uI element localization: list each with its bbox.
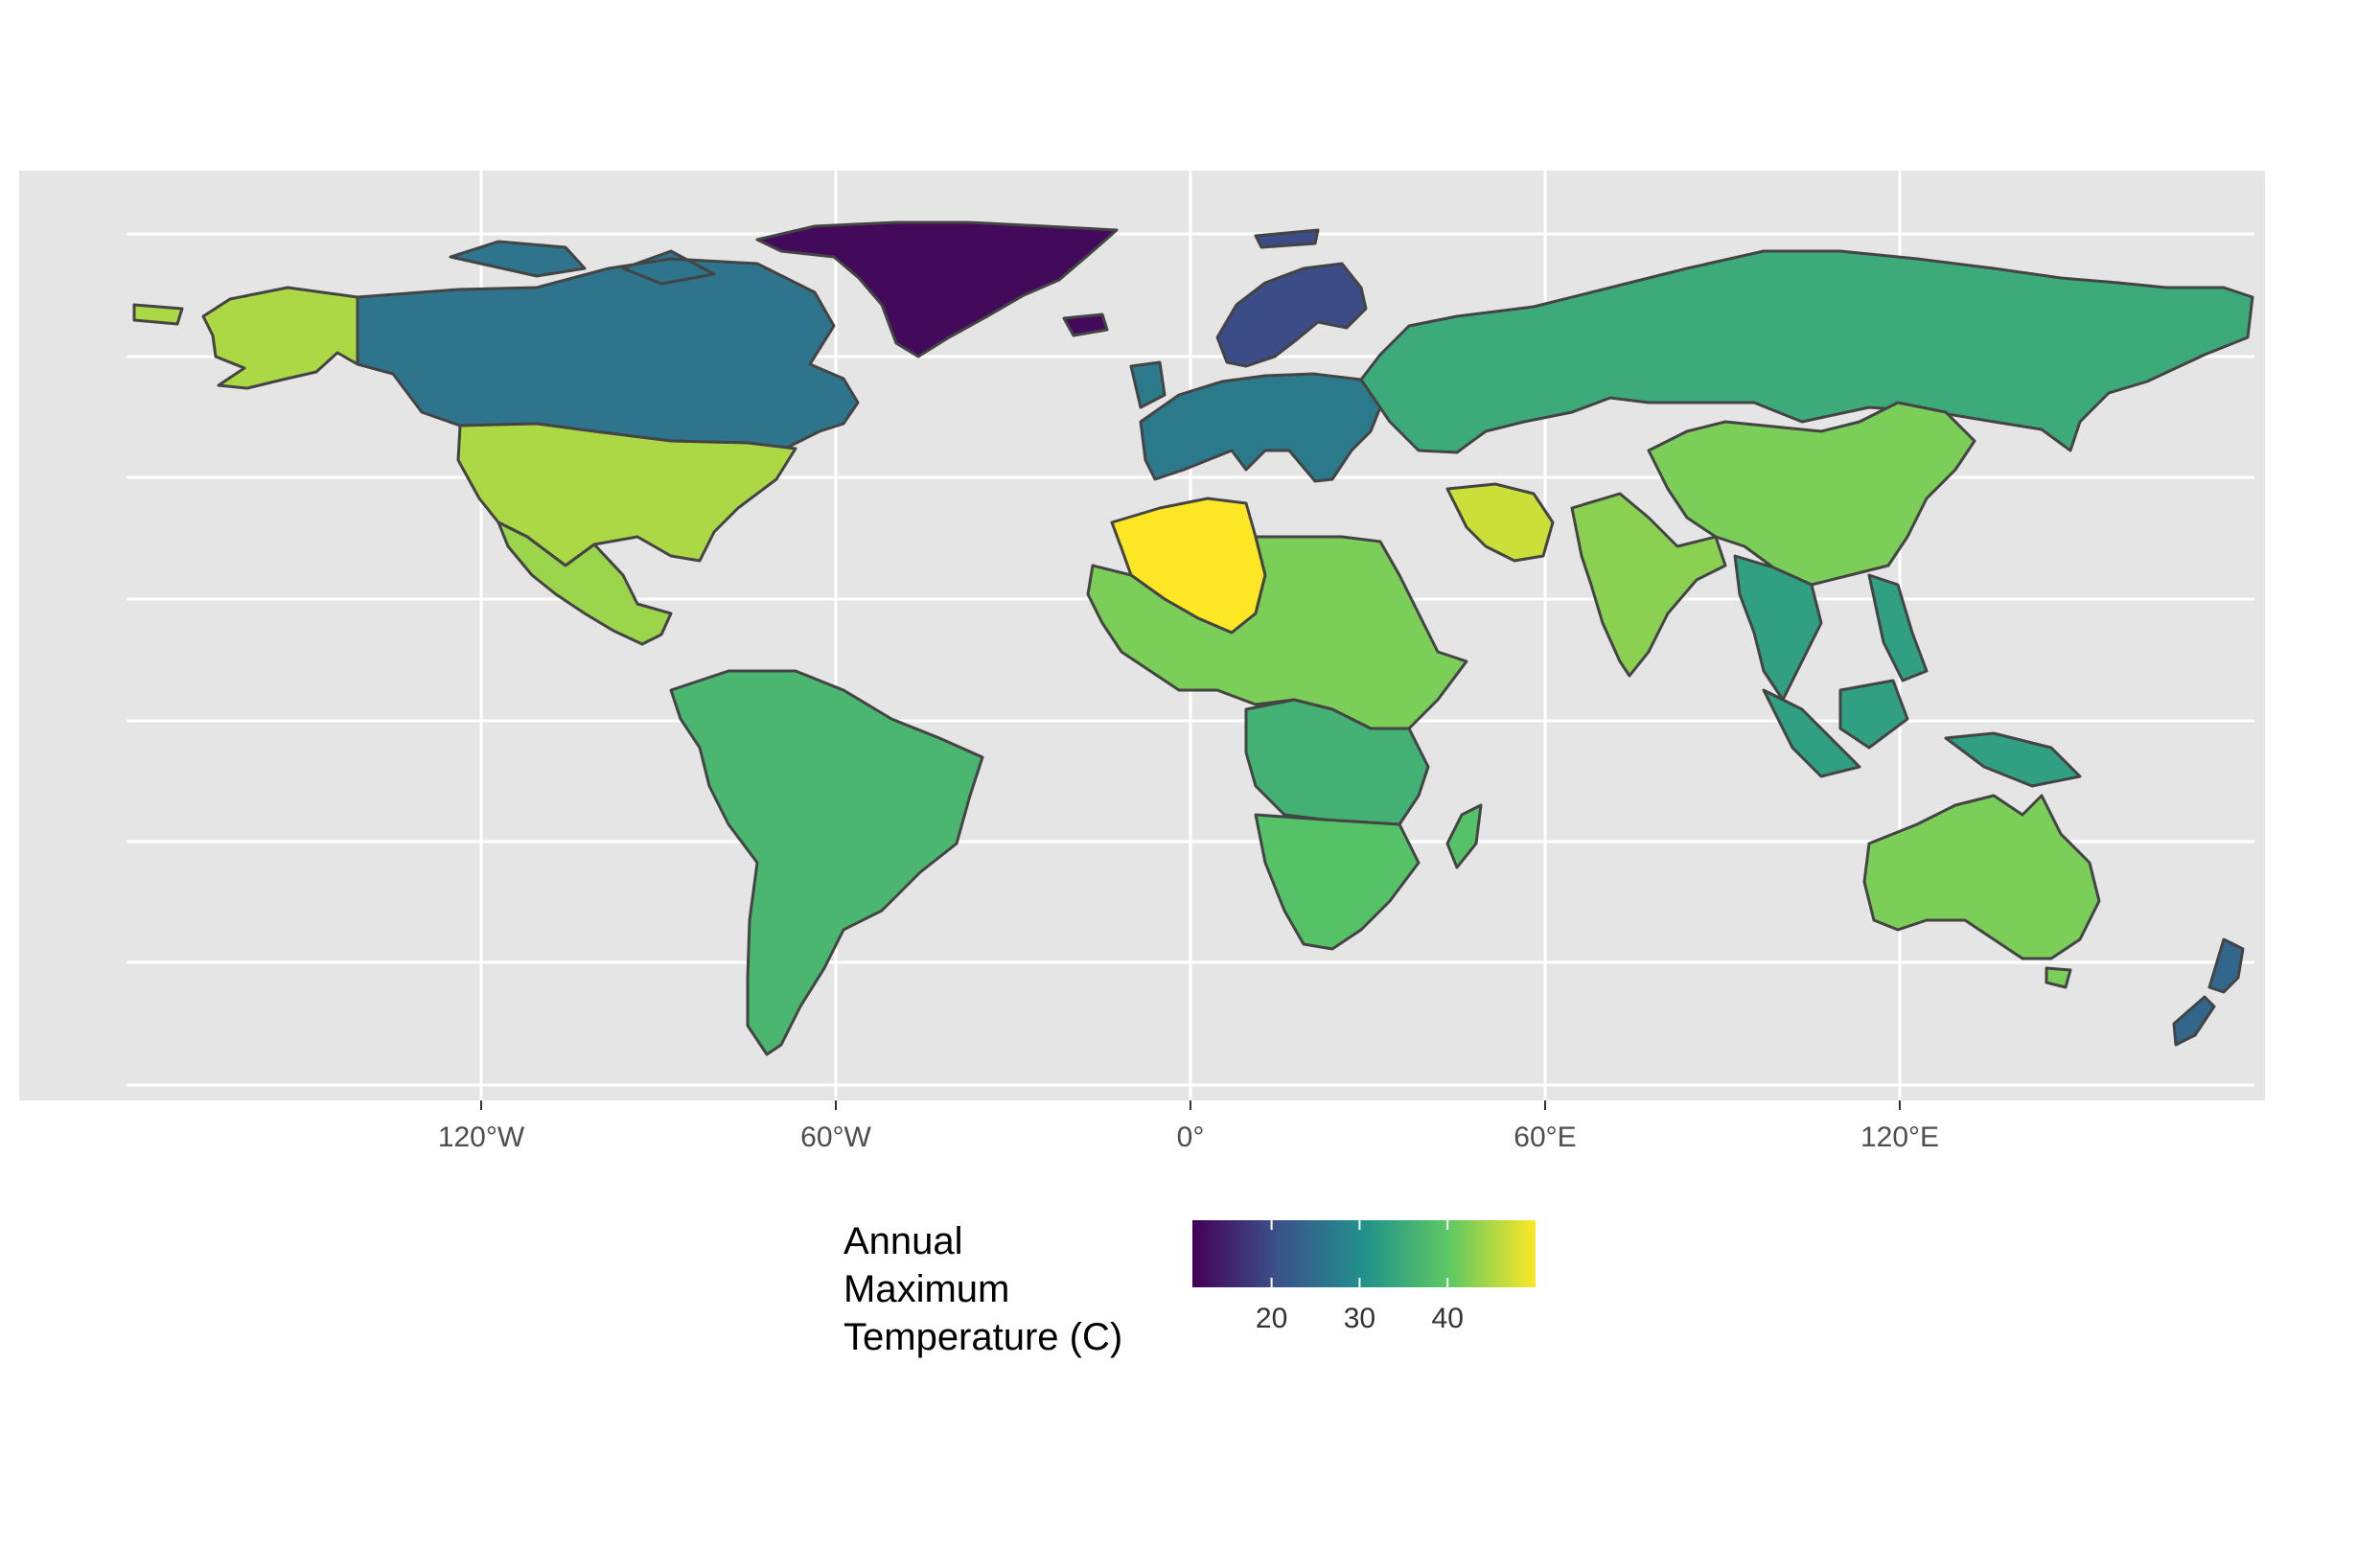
country-shapes: [132, 220, 2254, 1056]
region-europe: [1129, 360, 1382, 483]
legend-tick-label: 30: [1344, 1303, 1375, 1334]
region-southern-africa: [1254, 803, 1483, 951]
region-southeast-asia: [1733, 554, 2082, 788]
region-australia: [1862, 794, 2101, 989]
legend-title-line: Maximum: [843, 1268, 1010, 1310]
region-russia: [1359, 249, 2254, 454]
region-new-zealand: [2172, 937, 2245, 1047]
x-axis-label-0: 0°: [1177, 1121, 1205, 1153]
region-south-america: [669, 669, 984, 1056]
legend-colorbar-gradient: [1192, 1220, 1536, 1287]
region-alaska: [132, 286, 359, 390]
legend-tick-label: 20: [1256, 1303, 1287, 1334]
region-china: [1647, 401, 1976, 587]
x-axis-label-120e: 120°E: [1860, 1121, 1939, 1153]
region-scandinavia: [1215, 228, 1368, 368]
region-north-africa: [1086, 535, 1468, 730]
region-greenland: [755, 220, 1119, 358]
region-iran: [1445, 482, 1555, 563]
legend-title: Annual Maximum Temperature (C): [843, 1217, 1189, 1361]
x-axis-label-60w: 60°W: [800, 1121, 871, 1153]
region-mexico: [497, 520, 673, 646]
legend-title-line: Temperature (C): [843, 1316, 1123, 1358]
region-canada: [356, 240, 860, 452]
x-axis-label-60e: 60°E: [1513, 1121, 1576, 1153]
x-axis-label-120w: 120°W: [438, 1121, 525, 1153]
region-central-africa: [1244, 698, 1430, 826]
legend-tick-label: 40: [1432, 1303, 1464, 1334]
legend-ticks: 20 30 40: [1256, 1220, 1464, 1334]
legend-title-line: Annual: [843, 1220, 963, 1262]
legend-colorbar: 20 30 40: [1192, 1220, 1536, 1334]
region-india: [1570, 492, 1727, 678]
x-axis: 120°W 60°W 0° 60°E 120°E: [438, 1100, 1939, 1153]
